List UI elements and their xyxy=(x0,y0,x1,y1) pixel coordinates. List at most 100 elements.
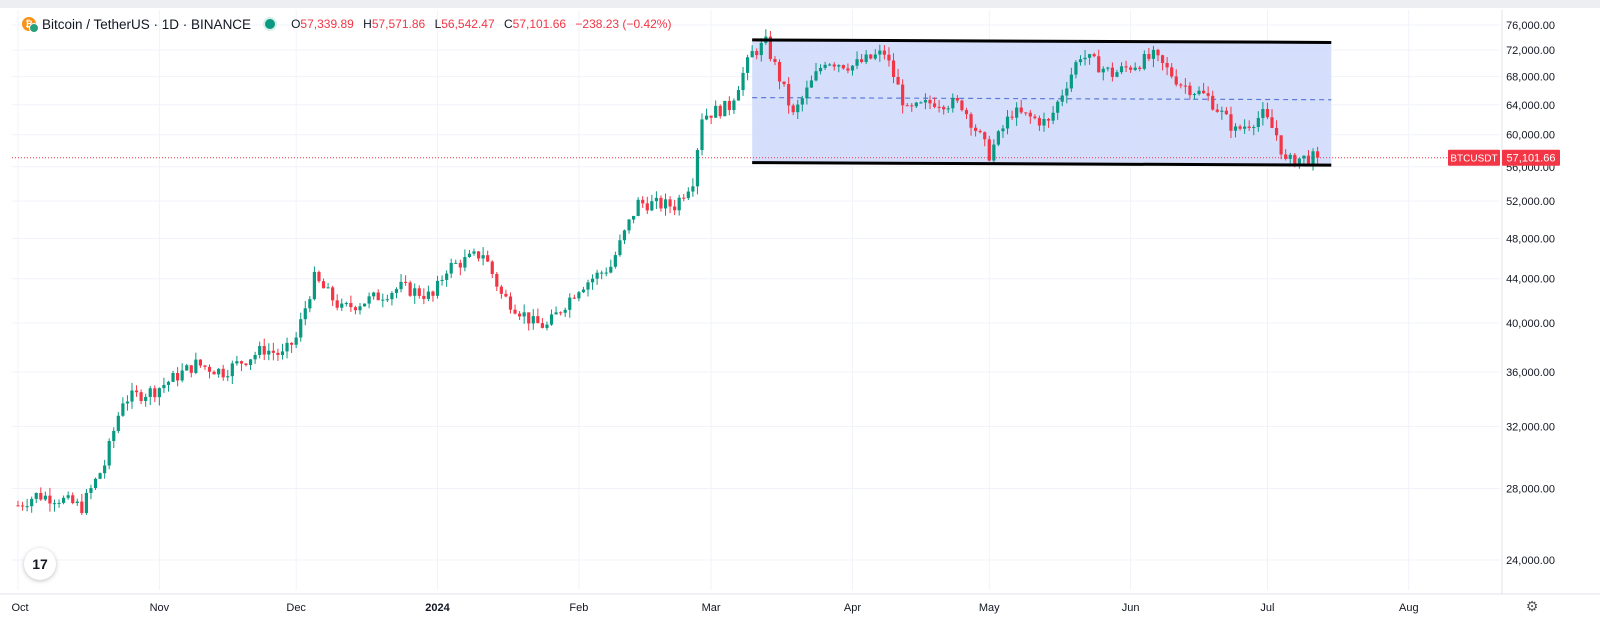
candle-body xyxy=(198,359,202,366)
candle xyxy=(376,289,380,301)
candle-body xyxy=(394,289,399,293)
candle-body xyxy=(923,100,928,103)
candle xyxy=(996,129,1000,147)
candle xyxy=(1188,82,1192,100)
candle xyxy=(873,49,877,61)
candle xyxy=(84,488,88,515)
candle-body xyxy=(1015,107,1019,118)
candle xyxy=(148,386,152,405)
candle-body xyxy=(185,365,189,371)
candle-body xyxy=(508,296,513,310)
candle-body xyxy=(253,354,257,360)
candle-body xyxy=(134,390,139,393)
candle-body xyxy=(244,363,248,365)
tradingview-logo-icon[interactable]: 17 xyxy=(24,548,56,580)
candle-body xyxy=(1160,55,1165,63)
candle xyxy=(677,194,681,216)
symbol-title[interactable]: Bitcoin / TetherUS · 1D · BINANCE xyxy=(42,16,252,32)
candle-body xyxy=(942,106,946,110)
candle-body xyxy=(691,186,695,192)
candle xyxy=(1046,117,1051,128)
candle xyxy=(531,309,535,330)
gear-icon[interactable]: ⚙ xyxy=(1525,598,1539,614)
candle xyxy=(577,290,581,302)
candle-body xyxy=(668,199,672,207)
candle-body xyxy=(536,316,540,324)
candle-body xyxy=(271,350,275,353)
candle-body xyxy=(476,251,481,259)
candle-body xyxy=(52,503,57,505)
candle xyxy=(463,249,467,272)
candle xyxy=(1211,90,1215,111)
candle-body xyxy=(212,371,216,375)
candle-body xyxy=(221,368,225,378)
candle xyxy=(841,64,845,70)
candle-body xyxy=(349,303,353,308)
price-tag-bg xyxy=(1502,149,1560,166)
candle-body xyxy=(1097,56,1101,73)
candle xyxy=(1202,82,1206,94)
candle-body xyxy=(148,388,152,397)
candle xyxy=(787,77,791,114)
candle xyxy=(1010,110,1014,121)
candle-body xyxy=(390,292,394,300)
candle-body xyxy=(1215,109,1219,112)
candle xyxy=(285,337,289,359)
candle xyxy=(951,93,955,113)
symbol-legend[interactable]: ₿ Bitcoin / TetherUS · 1D · BINANCE O57,… xyxy=(22,15,677,33)
candle-body xyxy=(1252,127,1256,129)
x-tick-label: Mar xyxy=(702,602,721,614)
candle-body xyxy=(600,272,604,274)
candle xyxy=(860,53,864,64)
candle xyxy=(321,278,326,289)
logo-text: 17 xyxy=(32,556,48,572)
last-price-tag: BTCUSDT 57,101.66 xyxy=(1448,149,1560,166)
candle-body xyxy=(928,100,932,104)
candle xyxy=(308,296,312,313)
x-tick-label: 2024 xyxy=(425,602,450,614)
candle xyxy=(262,338,266,361)
candle xyxy=(495,271,499,292)
candle xyxy=(1083,49,1087,66)
price-axis: 76,000.00 72,000.00 68,000.00 64,000.00 60,0… xyxy=(1501,10,1555,594)
x-tick-label: Aug xyxy=(1399,602,1419,614)
candle xyxy=(1165,56,1169,76)
candle xyxy=(832,62,836,71)
candle xyxy=(454,259,458,264)
candle-body xyxy=(654,197,658,202)
candle xyxy=(992,139,996,165)
high-value: 57,571.86 xyxy=(371,17,426,31)
candle-body xyxy=(308,299,312,309)
candle-body xyxy=(549,314,554,325)
candle xyxy=(759,38,763,62)
candle-body xyxy=(381,299,385,301)
symbol-tag-bg xyxy=(1448,149,1500,166)
candle-body xyxy=(914,102,918,107)
candle-body xyxy=(226,376,230,378)
y-tick-label: 48,000.00 xyxy=(1506,233,1555,245)
candle xyxy=(914,101,918,109)
x-tick-label: May xyxy=(979,602,1000,614)
candle xyxy=(540,318,544,329)
candle-body xyxy=(358,306,362,311)
candle xyxy=(682,193,686,202)
candle-body xyxy=(586,282,590,290)
candle-body xyxy=(93,478,98,489)
candle xyxy=(1101,66,1105,81)
candle xyxy=(353,305,358,315)
y-tick-label: 52,000.00 xyxy=(1506,196,1555,208)
market-open-dot-icon xyxy=(265,19,276,29)
candle xyxy=(969,112,973,136)
candle-body xyxy=(153,388,157,398)
candle-body xyxy=(568,297,572,310)
candle-body xyxy=(828,64,832,66)
candle xyxy=(704,108,709,121)
candle xyxy=(1065,81,1069,104)
candle-body xyxy=(34,492,38,499)
candle-body xyxy=(385,299,389,301)
candle xyxy=(189,365,193,378)
candle xyxy=(1001,125,1005,138)
candle-body xyxy=(490,261,494,274)
candle-body xyxy=(663,199,668,209)
